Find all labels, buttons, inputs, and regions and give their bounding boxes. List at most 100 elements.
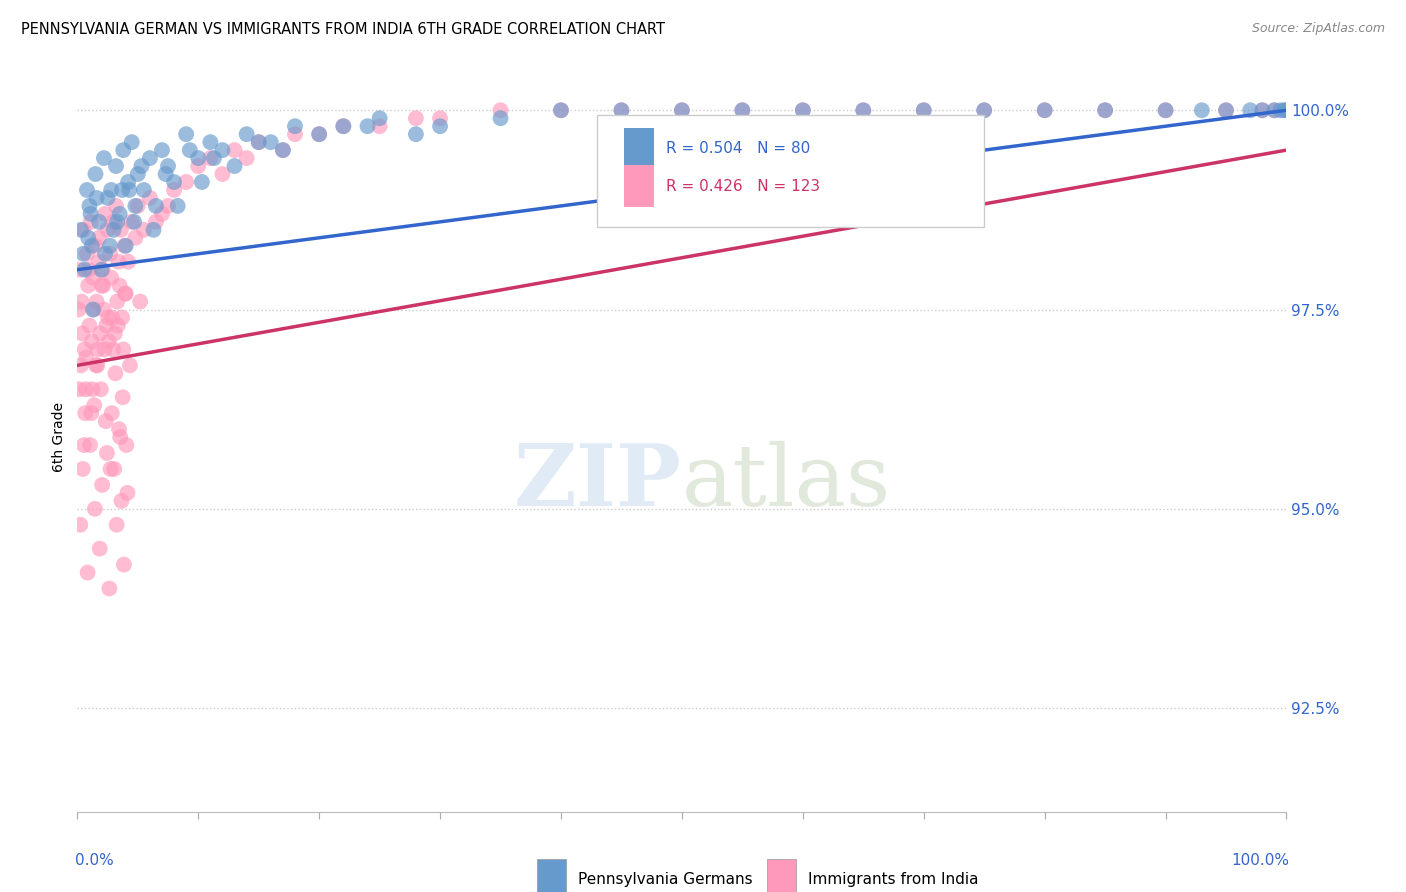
Point (121, 215, 143, 229)
FancyBboxPatch shape (537, 858, 565, 892)
Point (100, 270, 122, 285)
Point (200, 135, 222, 149)
Point (96, 446, 118, 460)
Point (75, 382, 97, 396)
Point (118, 359, 141, 373)
Point (98, 582, 121, 596)
Point (155, 167, 177, 181)
Point (356, 119, 378, 133)
Point (118, 183, 141, 197)
Point (107, 254, 129, 268)
Point (84, 359, 107, 373)
Point (105, 294, 128, 309)
Point (112, 558, 135, 572)
Point (86, 294, 108, 309)
Point (82, 270, 104, 285)
Point (105, 199, 128, 213)
Point (610, 103, 633, 118)
Point (1239, 103, 1261, 118)
Point (235, 151, 257, 165)
Point (84, 239, 107, 253)
Point (96, 318, 118, 333)
Point (731, 103, 754, 118)
Text: R = 0.426   N = 123: R = 0.426 N = 123 (666, 178, 820, 194)
Point (112, 143, 135, 157)
Point (1251, 103, 1274, 118)
Point (93, 151, 115, 165)
Point (79, 438, 101, 452)
Point (77, 262, 100, 277)
Point (115, 438, 138, 452)
Point (84, 167, 107, 181)
Point (80, 406, 103, 420)
Point (610, 103, 633, 118)
Point (83, 501, 105, 516)
Point (117, 175, 139, 189)
Point (1270, 103, 1292, 118)
Point (90, 278, 112, 293)
Point (110, 430, 132, 444)
Point (91, 278, 114, 293)
Point (97, 334, 120, 349)
Point (96, 223, 118, 237)
Point (75, 406, 97, 420)
Point (69, 262, 91, 277)
Point (105, 159, 128, 173)
Point (211, 143, 233, 157)
Point (100, 462, 122, 476)
Point (75, 351, 97, 365)
Point (129, 294, 152, 309)
Point (97, 310, 120, 325)
Point (405, 127, 427, 141)
Point (94, 207, 117, 221)
Point (1033, 103, 1056, 118)
Point (308, 127, 330, 141)
Point (108, 422, 131, 436)
Point (86, 359, 108, 373)
Point (1251, 103, 1274, 118)
Point (76, 183, 98, 197)
Point (117, 486, 139, 500)
Point (1275, 103, 1298, 118)
Point (550, 103, 572, 118)
Point (87, 254, 110, 268)
Point (83, 302, 105, 317)
Point (80, 334, 103, 349)
Point (114, 239, 136, 253)
Point (852, 103, 875, 118)
Point (112, 343, 135, 357)
Point (108, 207, 131, 221)
Point (211, 167, 233, 181)
Point (103, 223, 125, 237)
Point (1263, 103, 1285, 118)
Point (235, 127, 257, 141)
Point (124, 199, 146, 213)
Point (87, 215, 110, 229)
Point (111, 390, 134, 404)
Point (200, 151, 222, 165)
Point (73, 438, 96, 452)
Point (284, 127, 307, 141)
Point (114, 239, 136, 253)
Point (76, 566, 98, 580)
Point (489, 112, 512, 126)
Point (103, 215, 125, 229)
Point (67, 302, 90, 317)
Point (1215, 103, 1237, 118)
Point (157, 159, 180, 173)
Point (89, 326, 111, 341)
Point (792, 103, 814, 118)
Point (110, 223, 132, 237)
Point (105, 517, 128, 532)
Point (1272, 103, 1295, 118)
Point (124, 231, 146, 245)
Text: R = 0.504   N = 80: R = 0.504 N = 80 (666, 141, 810, 156)
Point (332, 119, 354, 133)
Point (1154, 103, 1177, 118)
Y-axis label: 6th Grade: 6th Grade (52, 402, 66, 472)
Point (1094, 103, 1116, 118)
Point (131, 159, 153, 173)
Point (79, 207, 101, 221)
Point (117, 254, 139, 268)
Point (1215, 103, 1237, 118)
